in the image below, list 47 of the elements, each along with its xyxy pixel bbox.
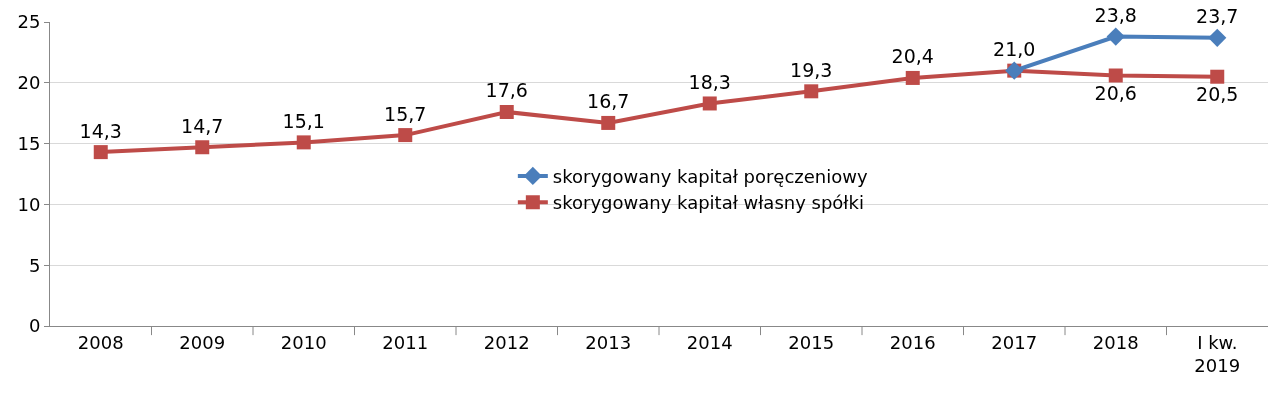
y-tick-label: 25 <box>17 11 41 33</box>
legend-label: skorygowany kapitał poręczeniowy <box>552 165 868 187</box>
y-tick-label: 20 <box>17 72 41 94</box>
x-tick-label: 2016 <box>889 331 936 353</box>
x-tick-label: 2011 <box>382 331 429 353</box>
data-label: 20,6 <box>1094 81 1137 104</box>
point <box>702 96 717 111</box>
point <box>499 104 514 119</box>
point <box>1210 69 1225 84</box>
x-tick-label: 2017 <box>991 331 1038 353</box>
x-tick-label: I kw. 2019 <box>1194 331 1241 376</box>
x-tick-label: 2018 <box>1092 331 1139 353</box>
data-label: 23,7 <box>1196 5 1239 28</box>
y-tick-label: 0 <box>28 315 41 337</box>
data-label: 20,5 <box>1196 82 1239 105</box>
point <box>93 145 108 160</box>
data-label: 14,3 <box>79 119 122 142</box>
x-tick-label: 2010 <box>280 331 327 353</box>
x-tick-label: 2014 <box>686 331 733 353</box>
y-tick-label: 15 <box>17 132 41 154</box>
point <box>905 70 920 85</box>
point <box>601 115 616 130</box>
data-label: 15,7 <box>384 102 427 125</box>
point <box>1108 68 1123 83</box>
data-label: 14,7 <box>181 114 224 137</box>
point <box>296 135 311 150</box>
x-tick-label: 2009 <box>179 331 226 353</box>
y-tick-label: 10 <box>17 193 41 215</box>
x-tick-label: 2012 <box>483 331 530 353</box>
data-label: 15,1 <box>282 109 325 132</box>
point <box>1208 28 1227 47</box>
data-label: 18,3 <box>688 70 731 93</box>
legend-label: skorygowany kapitał własny spółki <box>552 192 864 214</box>
x-tick-label: 2013 <box>585 331 632 353</box>
data-label: 23,8 <box>1094 4 1137 27</box>
point <box>195 140 210 155</box>
data-label: 21,0 <box>993 38 1036 61</box>
point <box>804 84 819 99</box>
y-tick-label: 5 <box>28 254 41 276</box>
point <box>1106 27 1125 46</box>
data-label: 20,4 <box>891 45 934 68</box>
data-label: 16,7 <box>587 90 630 113</box>
data-label: 17,6 <box>485 79 528 102</box>
x-tick-label: 2015 <box>788 331 835 353</box>
x-tick-label: 2008 <box>77 331 124 353</box>
data-label: 19,3 <box>790 58 833 81</box>
point <box>398 128 413 143</box>
